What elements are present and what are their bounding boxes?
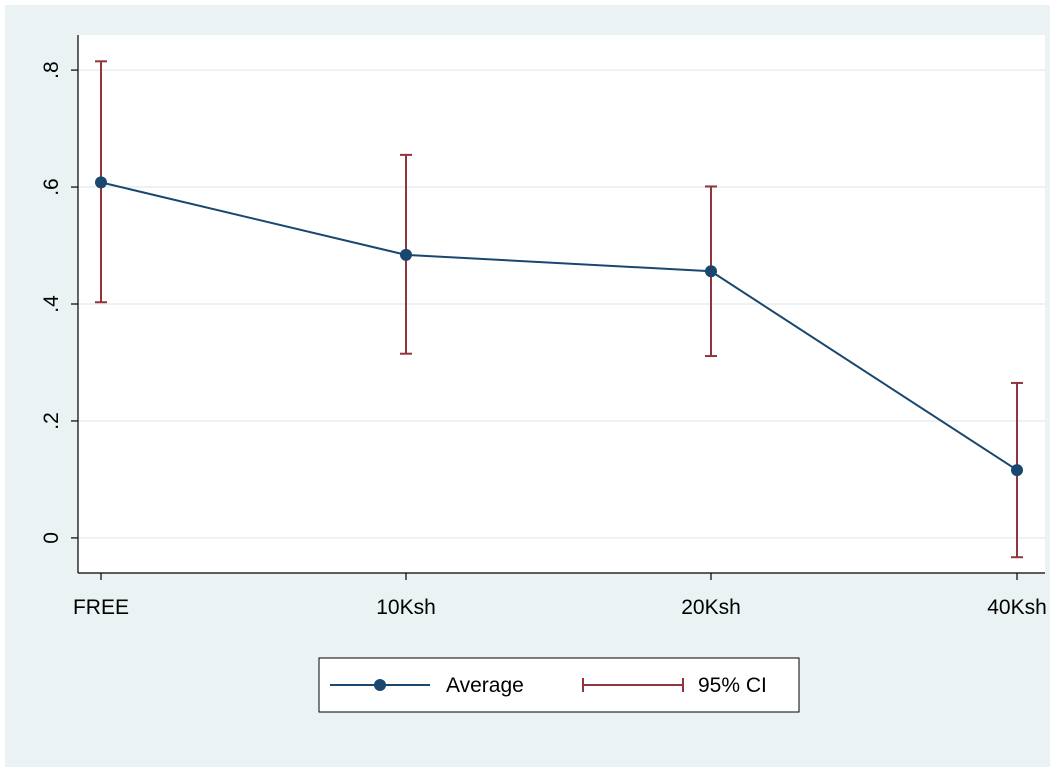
x-tick-label: 40Ksh — [987, 596, 1047, 619]
average-point — [400, 248, 412, 261]
x-tick-label: 20Ksh — [681, 596, 741, 619]
y-tick-label: .6 — [40, 178, 63, 196]
x-tick-label: FREE — [73, 596, 129, 619]
legend-ci-label: 95% CI — [698, 674, 767, 697]
average-point — [95, 176, 107, 189]
grid-layer — [79, 69, 1045, 539]
legend: Average 95% CI — [318, 657, 800, 713]
average-point — [705, 265, 717, 278]
average-line — [100, 181, 1018, 471]
average-point — [1011, 464, 1023, 477]
legend-average-label: Average — [446, 674, 524, 697]
legend-average-marker — [374, 679, 386, 691]
y-tick-label: 0 — [40, 532, 63, 544]
y-tick-label: .8 — [40, 61, 63, 79]
x-tick-label: 10Ksh — [376, 596, 436, 619]
y-tick-label: .4 — [40, 295, 63, 313]
y-tick-label: .2 — [40, 412, 63, 430]
axis-layer: 0 .2 .4 .6 .8 FREE 10Ksh 20Ksh 40Ksh — [40, 35, 1047, 619]
line-layer — [95, 176, 1023, 477]
